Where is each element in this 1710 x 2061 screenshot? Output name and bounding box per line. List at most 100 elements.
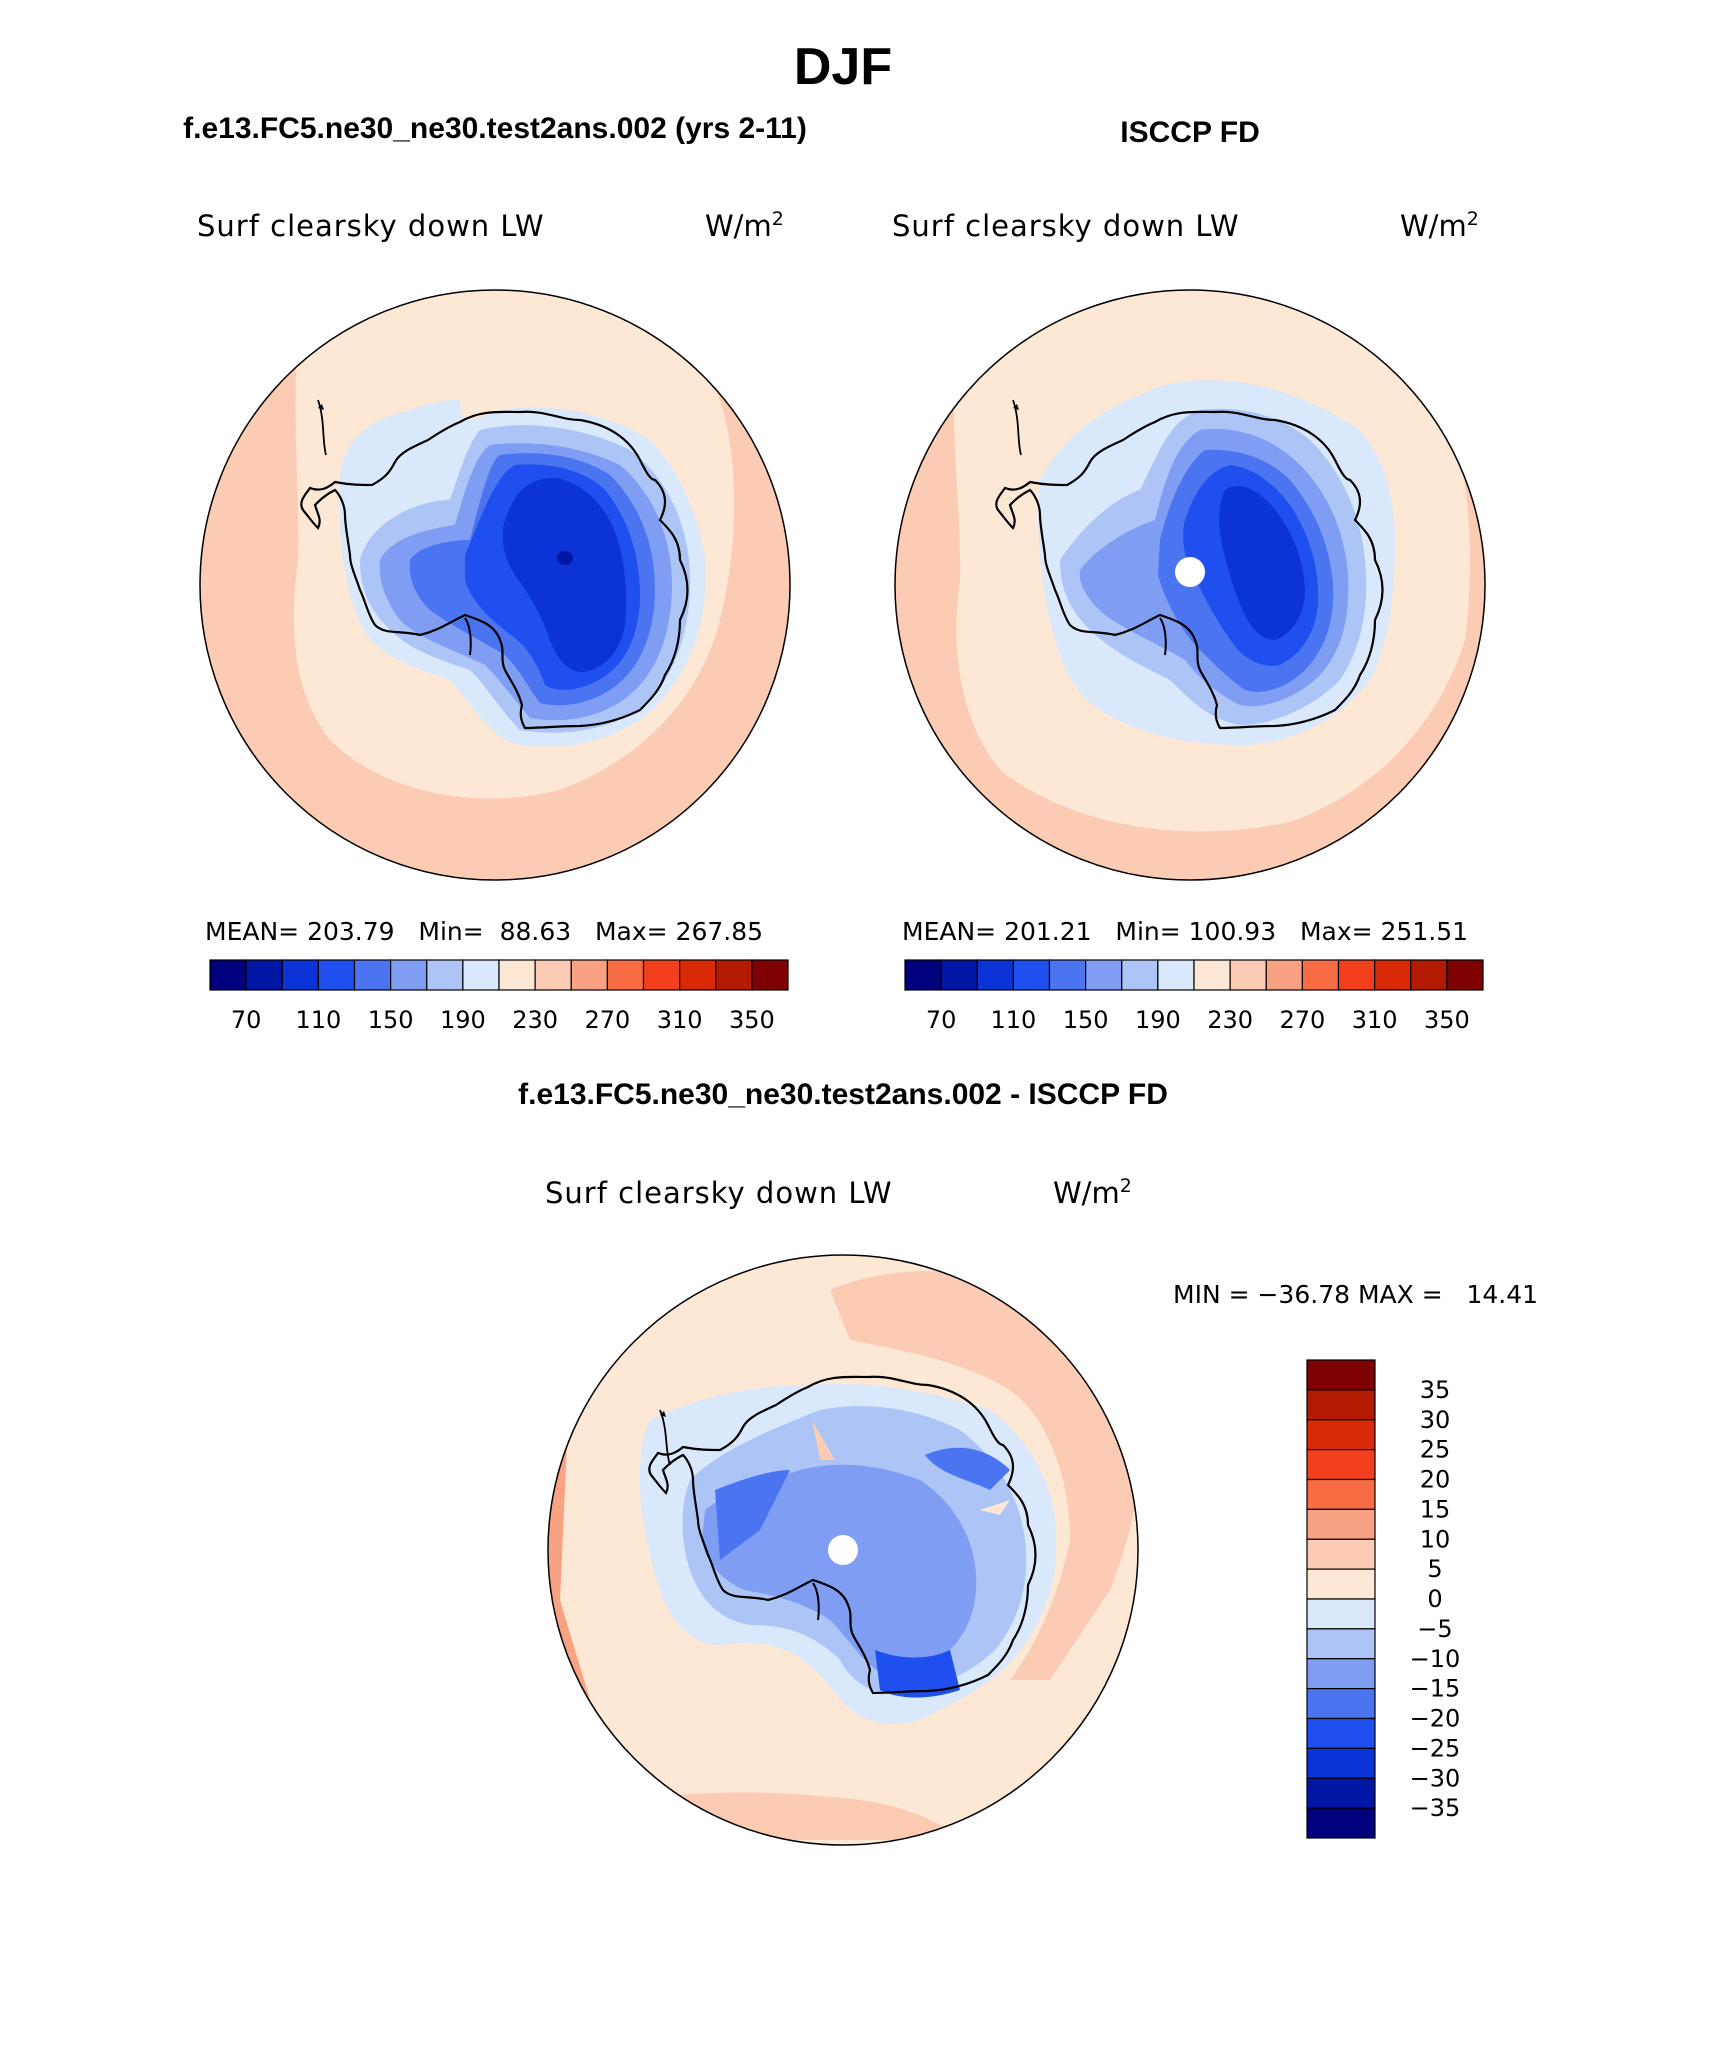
colorbar-obs-swatch [1229,959,1267,991]
colorbar-obs-swatch [940,959,978,991]
colorbar-difference-tick-label: −25 [1410,1734,1461,1762]
colorbar-difference-tick-label: 15 [1420,1495,1451,1523]
colorbar-obs-tick-label: 190 [1135,1006,1181,1034]
panel-obs-units: W/m2 [1400,208,1479,243]
colorbar-difference-swatch [1306,1568,1376,1600]
colorbar-difference-swatch [1306,1688,1376,1720]
colorbar-obs-swatch [976,959,1014,991]
colorbar-model-swatch [353,959,392,991]
colorbar-difference-tick-label: 5 [1427,1555,1442,1583]
colorbar-obs-swatch [1121,959,1159,991]
panel-obs-variable: Surf clearsky down LW [892,209,1240,243]
colorbar-obs-tick-label: 150 [1063,1006,1109,1034]
colorbar-difference-swatch [1306,1658,1376,1690]
colorbar-obs: 70 110 150 190 230 270 310 350 [904,959,1484,1034]
colorbar-difference-swatch [1306,1449,1376,1481]
colorbar-difference-swatch [1306,1508,1376,1540]
diff-units-base: W/m [1053,1176,1120,1210]
colorbar-difference-tick-label: 0 [1427,1585,1442,1613]
colorbar-obs-swatch [1012,959,1051,991]
colorbar-obs-swatch [1374,959,1412,991]
colorbar-difference-swatch [1306,1628,1376,1660]
colorbar-difference-tick-label: −35 [1410,1794,1461,1822]
colorbar-obs-swatch [1085,959,1123,991]
colorbar-obs-tick-label: 110 [990,1006,1036,1034]
diff-minmax: MIN = −36.78 MAX = 14.41 [1173,1280,1538,1309]
colorbar-obs-swatch [1337,959,1376,991]
colorbar-difference-tick-label: 10 [1420,1525,1451,1553]
colorbar-model-swatch [317,959,356,991]
panel-obs-title: ISCCP FD [1120,116,1259,149]
colorbar-model-swatch [606,959,645,991]
colorbar-model-tick-label: 270 [584,1006,630,1034]
colorbar-difference-swatch [1306,1807,1376,1839]
panel-model-units-base: W/m [705,209,772,243]
colorbar-obs-tick-label: 310 [1352,1006,1398,1034]
colorbar-model-swatch [642,959,681,991]
colorbar-difference-tick-label: −20 [1410,1705,1461,1733]
map-obs [895,290,1485,880]
colorbar-model-tick-label: 310 [657,1006,703,1034]
colorbar-model-tick-label: 150 [368,1006,414,1034]
colorbar-model-tick-label: 70 [231,1006,262,1034]
colorbar-model-swatch [281,959,319,991]
colorbar-difference-tick-label: 35 [1420,1376,1451,1404]
panel-model-stats: MEAN= 203.79 Min= 88.63 Max= 267.85 [205,917,763,946]
diff-title: f.e13.FC5.ne30_ne30.test2ans.002 - ISCCP… [518,1078,1168,1111]
colorbar-obs-swatch [1301,959,1340,991]
colorbar-obs-swatch [1265,959,1303,991]
colorbar-obs-swatch [1446,959,1484,991]
colorbar-difference-tick-label: −10 [1410,1645,1461,1673]
colorbar-difference-swatch [1306,1598,1376,1630]
colorbar-obs-tick-label: 270 [1279,1006,1325,1034]
colorbar-difference-swatch [1306,1717,1376,1749]
map-difference [548,1255,1138,1845]
colorbar-model-swatch [390,959,428,991]
colorbar-difference-tick-label: 20 [1420,1466,1451,1494]
colorbar-model-swatch [498,959,536,991]
colorbar-obs-tick-label: 70 [926,1006,957,1034]
season-title: DJF [794,38,892,96]
diff-units: W/m2 [1053,1175,1132,1210]
colorbar-difference-tick-label: 30 [1420,1406,1451,1434]
colorbar-model-swatch [715,959,753,991]
colorbar-difference-swatch [1306,1478,1376,1510]
colorbar-difference-swatch [1306,1538,1376,1570]
colorbar-model-swatch [462,959,500,991]
colorbar-model-swatch [570,959,608,991]
colorbar-difference-tick-label: 25 [1420,1436,1451,1464]
colorbar-model-tick-label: 230 [512,1006,558,1034]
map-model-border [199,289,791,881]
map-obs-border [894,289,1486,881]
map-difference-border [547,1254,1139,1846]
colorbar-model-tick-label: 190 [440,1006,486,1034]
panel-model-variable: Surf clearsky down LW [197,209,545,243]
colorbar-model-tick-label: 110 [295,1006,341,1034]
panel-model-units: W/m2 [705,208,784,243]
colorbar-model-tick-label: 350 [729,1006,775,1034]
colorbar-model-swatch [534,959,572,991]
colorbar-obs-swatch [1157,959,1195,991]
colorbar-difference-tick-label: −15 [1410,1675,1461,1703]
colorbar-difference-swatch [1306,1359,1376,1391]
panel-model-title: f.e13.FC5.ne30_ne30.test2ans.002 (yrs 2-… [183,112,807,145]
panel-model-units-exp: 2 [772,208,784,230]
colorbar-model-swatch [426,959,464,991]
colorbar-model: 70 110 150 190 230 270 310 350 [209,959,789,1034]
colorbar-difference-tick-label: −5 [1417,1615,1452,1643]
colorbar-model-swatch [751,959,789,991]
colorbar-model-swatch [245,959,283,991]
colorbar-difference-swatch [1306,1419,1376,1451]
colorbar-obs-tick-label: 230 [1207,1006,1253,1034]
map-model [200,290,790,880]
colorbar-difference-swatch [1306,1777,1376,1809]
colorbar-difference-swatch [1306,1389,1376,1421]
panel-obs-units-exp: 2 [1467,208,1479,230]
colorbar-obs-swatch [1410,959,1448,991]
diff-units-exp: 2 [1120,1175,1132,1197]
colorbar-obs-tick-label: 350 [1424,1006,1470,1034]
colorbar-difference-swatch [1306,1747,1376,1779]
colorbar-model-swatch [209,959,247,991]
colorbar-difference-tick-label: −30 [1410,1764,1461,1792]
